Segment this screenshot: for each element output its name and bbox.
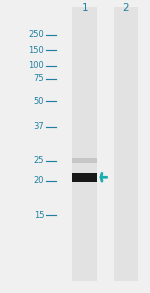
Text: 1: 1 (81, 3, 88, 13)
Text: 25: 25 (34, 156, 44, 165)
Text: 15: 15 (34, 211, 44, 220)
Text: 250: 250 (28, 30, 44, 39)
Bar (72, 7, 97, 281)
Text: 150: 150 (28, 46, 44, 55)
Bar (72, 173, 97, 182)
Text: 2: 2 (123, 3, 129, 13)
Text: 100: 100 (28, 62, 44, 70)
Text: 37: 37 (33, 122, 44, 131)
Text: 20: 20 (34, 176, 44, 185)
Bar (114, 7, 138, 281)
Bar (72, 158, 97, 163)
Text: 75: 75 (34, 74, 44, 83)
Text: 50: 50 (34, 97, 44, 105)
